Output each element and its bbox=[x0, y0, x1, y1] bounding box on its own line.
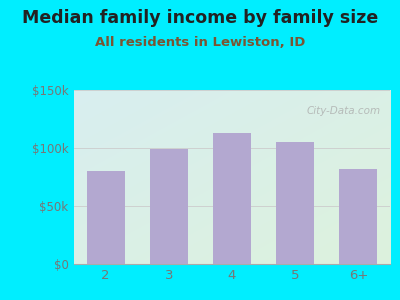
Text: Median family income by family size: Median family income by family size bbox=[22, 9, 378, 27]
Text: All residents in Lewiston, ID: All residents in Lewiston, ID bbox=[95, 36, 305, 49]
Bar bbox=[150, 149, 188, 264]
Bar bbox=[276, 142, 314, 264]
Bar bbox=[340, 169, 377, 264]
Bar bbox=[213, 133, 251, 264]
Text: City-Data.com: City-Data.com bbox=[306, 106, 380, 116]
Bar bbox=[87, 171, 124, 264]
